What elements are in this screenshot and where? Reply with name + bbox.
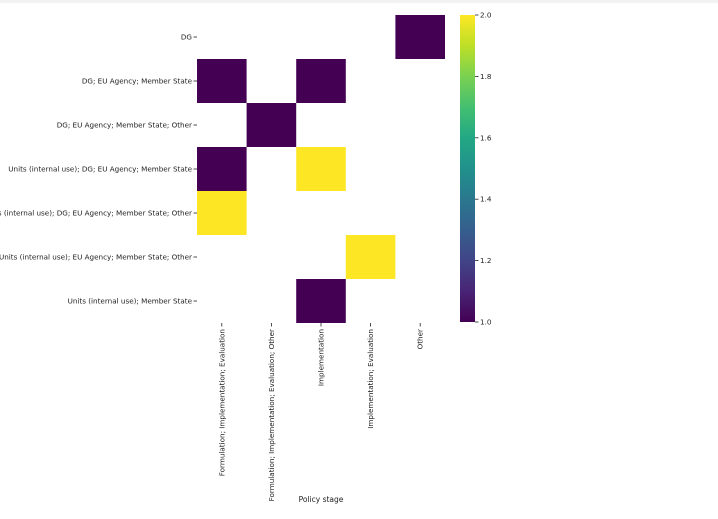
y-tick-label: DG; EU Agency; Member State; Other: [57, 121, 192, 130]
y-tick-label: DG: [181, 33, 192, 42]
heatmap-cell: [296, 59, 346, 103]
colorbar-tick-label: 1.4: [480, 195, 492, 204]
y-tick-label: Units (internal use); Member State: [68, 297, 193, 306]
colorbar-tick-label: 1.0: [480, 318, 492, 327]
colorbar-ticks: 1.0 1.2 1.4 1.6 1.8 2.0: [475, 11, 492, 327]
heatmap-cell: [395, 15, 445, 59]
heatmap-cells: [197, 15, 445, 323]
x-tick-label: Implementation: [317, 329, 326, 386]
y-tick-label: DG; EU Agency; Member State: [82, 77, 193, 86]
x-tick-label: Other: [416, 329, 425, 349]
heatmap-cell: [345, 235, 396, 279]
heatmap-cell: [197, 59, 247, 103]
x-axis-title: Policy stage: [299, 495, 344, 504]
colorbar-tick-label: 1.6: [480, 133, 492, 142]
y-tick-label: Units (internal use); DG; EU Agency; Mem…: [0, 209, 192, 218]
colorbar-tick-label: 1.8: [480, 72, 492, 81]
y-tick-label: Units (internal use); EU Agency; Member …: [0, 253, 192, 262]
heatmap-cell: [296, 147, 346, 191]
top-edge-strip: [0, 0, 718, 3]
x-tick-label: Formulation; Implementation; Evaluation;…: [267, 329, 276, 501]
y-tick-label: Units (internal use); DG; EU Agency; Mem…: [8, 165, 192, 174]
x-tick-label: Formulation; Implementation; Evaluation: [217, 329, 226, 476]
x-axis-ticks: Formulation; Implementation; Evaluation F…: [217, 323, 425, 501]
colorbar-tick-label: 2.0: [480, 11, 492, 20]
heatmap-cell: [246, 103, 297, 147]
heatmap-cell: [197, 147, 247, 191]
x-tick-label: Implementation; Evaluation: [366, 329, 375, 429]
y-axis-ticks: DG DG; EU Agency; Member State DG; EU Agen…: [0, 33, 197, 306]
heatmap-cell: [197, 191, 247, 235]
heatmap-cell: [296, 279, 346, 323]
colorbar-tick-label: 1.2: [480, 256, 491, 265]
colorbar: [460, 15, 475, 322]
